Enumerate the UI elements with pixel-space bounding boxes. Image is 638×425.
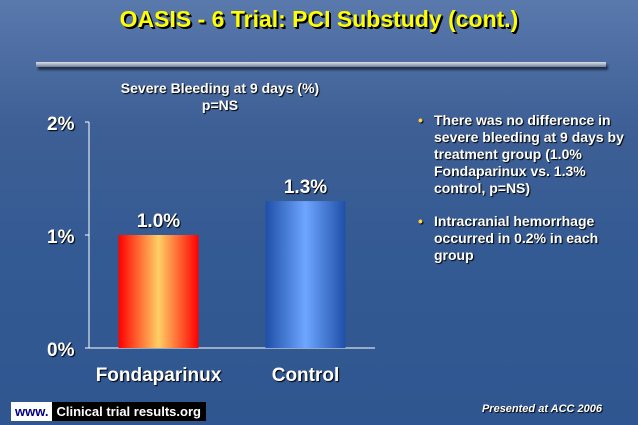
title-divider (36, 62, 606, 67)
data-label: 1.3% (284, 177, 327, 198)
bullet-item: • Intracranial hemorrhage occurred in 0.2… (418, 213, 628, 264)
site-www: www. (11, 402, 53, 421)
y-tick-label: 2% (47, 114, 75, 135)
bullet-item: • There was no difference in severe bleed… (418, 112, 628, 197)
bullet-dot-icon: • (418, 213, 423, 229)
chart-title-block: Severe Bleeding at 9 days (%) p=NS (90, 80, 350, 114)
y-tick-label: 1% (47, 227, 75, 248)
summary-bullets: • There was no difference in severe bleed… (418, 112, 628, 280)
bullet-text: There was no difference in severe bleedi… (434, 112, 624, 196)
chart-title: Severe Bleeding at 9 days (%) (120, 80, 320, 96)
bar-fondaparinux (118, 235, 199, 348)
bullet-text: Intracranial hemorrhage occurred in 0.2%… (434, 213, 599, 263)
site-badge: www. Clinical trial results.org (11, 402, 206, 421)
bullet-dot-icon: • (418, 112, 423, 128)
data-label: 1.0% (137, 211, 180, 232)
chart-subtitle: p=NS (201, 97, 239, 113)
site-brand: Clinical trial results.org (52, 402, 206, 421)
presented-note: Presented at ACC 2006 (481, 403, 602, 415)
x-category-label: Fondaparinux (96, 365, 222, 386)
bar-control (265, 201, 346, 348)
y-tick-label: 0% (47, 340, 75, 361)
slide-title: OASIS - 6 Trial: PCI Substudy (cont.) (119, 6, 519, 32)
x-category-label: Control (272, 365, 340, 386)
